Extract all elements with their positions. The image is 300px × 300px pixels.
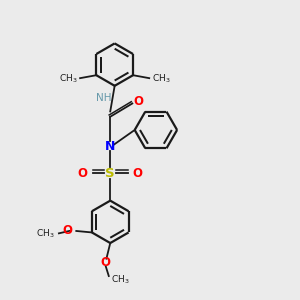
- Text: O: O: [101, 256, 111, 269]
- Text: O: O: [134, 95, 143, 108]
- Text: O: O: [133, 167, 142, 180]
- Text: N: N: [105, 140, 116, 153]
- Text: O: O: [62, 224, 72, 238]
- Text: CH$_3$: CH$_3$: [59, 73, 78, 85]
- Text: CH$_3$: CH$_3$: [111, 274, 130, 286]
- Text: CH$_3$: CH$_3$: [152, 73, 170, 85]
- Text: O: O: [78, 167, 88, 180]
- Text: CH$_3$: CH$_3$: [37, 228, 55, 240]
- Text: NH: NH: [97, 93, 112, 103]
- Text: S: S: [105, 167, 115, 180]
